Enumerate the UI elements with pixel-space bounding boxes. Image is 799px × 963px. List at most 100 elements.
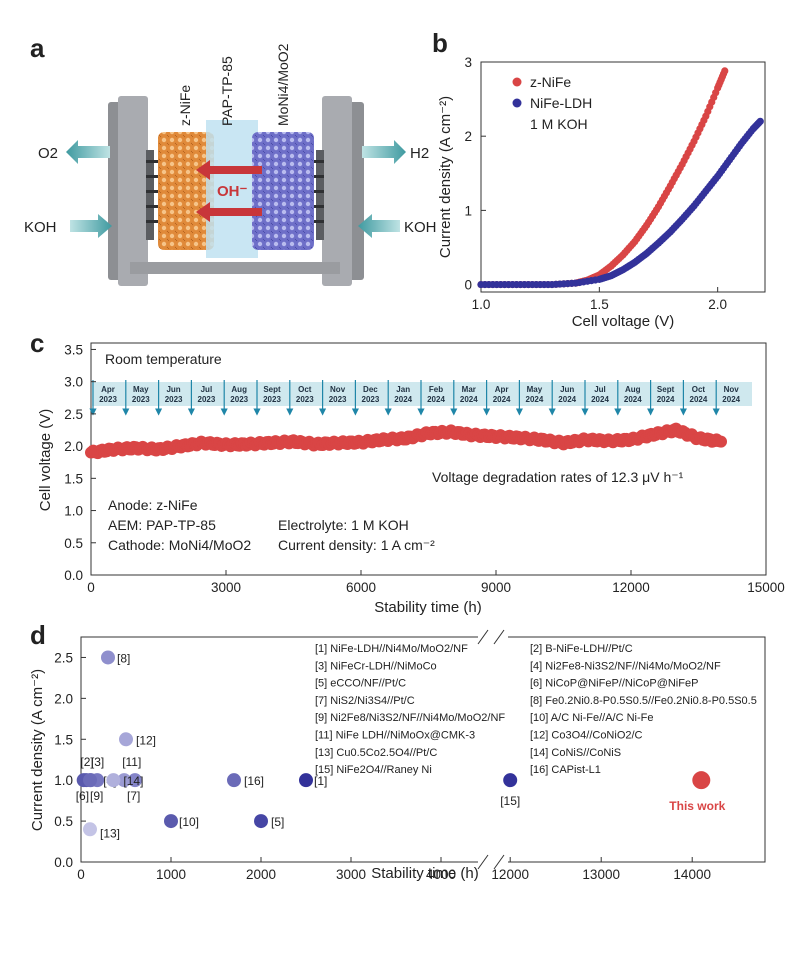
month-year: 2024 <box>493 395 511 404</box>
cathode-condition: Cathode: MoNi4/MoO2 <box>108 537 251 553</box>
koh-right-label: KOH <box>404 219 437 236</box>
reference-entry: [10] A/C Ni-Fe//A/C Ni-Fe <box>530 712 653 724</box>
month-year: 2023 <box>329 395 347 404</box>
aem-condition: AEM: PAP-TP-85 <box>108 517 216 533</box>
h2-out-arrow <box>362 140 406 164</box>
plot-d-xtick-label: 14000 <box>673 867 711 882</box>
month-name: Jul <box>201 385 213 394</box>
h2-label: H2 <box>410 145 429 162</box>
month-year: 2024 <box>624 395 642 404</box>
month-year: 2024 <box>690 395 708 404</box>
right-flow-channels <box>310 150 324 240</box>
membrane-label: PAP-TP-85 <box>219 56 235 126</box>
anode-label: z-NiFe <box>177 85 193 126</box>
month-name: Feb <box>429 385 443 394</box>
plot-d-point <box>164 814 178 829</box>
o2-out-arrow <box>66 140 110 164</box>
month-name: Apr <box>495 385 509 394</box>
o2-label: O2 <box>38 145 58 162</box>
plot-d-point-label: [14] <box>123 774 143 788</box>
plot-d-point-label: [12] <box>136 733 156 747</box>
plot-b-legend: z-NiFe NiFe-LDH 1 M KOH <box>512 74 592 132</box>
month-name: Oct <box>692 385 706 394</box>
month-name: Nov <box>330 385 346 394</box>
month-year: 2024 <box>526 395 544 404</box>
plot-b-ytick-label: 0 <box>464 278 472 293</box>
plot-d-ytick-label: 2.5 <box>54 650 73 665</box>
plot-d-ytick-label: 1.0 <box>54 773 73 788</box>
month-year: 2023 <box>198 395 216 404</box>
month-timeline: Apr2023May2023Jun2023Jul2023Aug2023Sept2… <box>89 380 752 416</box>
reference-entry: [12] Co3O4//CoNiO2/C <box>530 730 643 742</box>
plot-d-ytick-label: 2.0 <box>54 691 73 706</box>
plot-d-ytick-label: 0.5 <box>54 814 73 829</box>
reference-entry: [9] Ni2Fe8/Ni3S2/NF//Ni4Mo/MoO2/NF <box>315 712 505 724</box>
month-name: Aug <box>231 385 247 394</box>
legend-marker-nifeldh <box>512 98 522 108</box>
base-rail <box>130 262 340 274</box>
plot-c-xlabel: Stability time (h) <box>374 599 482 616</box>
plot-c-xtick-label: 0 <box>87 580 95 595</box>
plot-d-point-label: [11] <box>122 755 141 769</box>
anode-catalyst <box>158 132 214 250</box>
electrolyte-condition: Electrolyte: 1 M KOH <box>278 517 409 533</box>
reference-entry: [13] Cu0.5Co2.5O4//Pt/C <box>315 747 437 759</box>
month-year: 2023 <box>296 395 314 404</box>
reference-entry: [14] CoNiS//CoNiS <box>530 747 621 759</box>
plot-d-point <box>119 732 133 747</box>
month-year: 2023 <box>99 395 117 404</box>
month-name: Jun <box>560 385 574 394</box>
month-name: Dec <box>363 385 378 394</box>
reference-entry: [7] NiS2/Ni3S4//Pt/C <box>315 695 415 707</box>
left-end-plate-front <box>118 96 148 286</box>
room-temperature-note: Room temperature <box>105 351 222 367</box>
plot-d-point-label: [9] <box>90 789 103 803</box>
plot-d-point-label: [13] <box>100 826 120 840</box>
plot-c-ytick-label: 3.5 <box>64 342 83 357</box>
month-name: Jul <box>594 385 606 394</box>
plot-c-point <box>715 435 727 448</box>
plot-d-point-label: [10] <box>179 815 199 829</box>
plot-d-point <box>299 773 313 788</box>
month-name: May <box>133 385 149 394</box>
legend-marker-znife <box>512 77 522 87</box>
plot-d-xtick-label: 3000 <box>336 867 366 882</box>
plot-d-point-label: [5] <box>271 815 284 829</box>
plot-c-ytick-label: 3.0 <box>64 375 83 390</box>
plot-d-point <box>503 773 518 788</box>
plot-d-xtick-label: 0 <box>77 867 85 882</box>
month-year: 2023 <box>362 395 380 404</box>
oh-arrow-top <box>196 160 262 180</box>
plot-d-point <box>83 822 97 837</box>
month-year: 2024 <box>394 395 412 404</box>
cathode-catalyst <box>252 132 314 250</box>
panel-letter-d: d <box>30 620 46 650</box>
plot-c-frame <box>90 342 767 576</box>
plot-d-point <box>106 773 121 788</box>
month-year: 2024 <box>722 395 740 404</box>
plot-d-point-label: [2] <box>80 755 93 769</box>
plot-b-frame <box>480 61 766 293</box>
plot-d-ylabel: Current density (A cm⁻²) <box>29 669 46 831</box>
panel-a: a <box>24 33 437 286</box>
plot-b-points <box>477 67 764 289</box>
anode-condition: Anode: z-NiFe <box>108 497 198 513</box>
reference-entry: [15] NiFe2O4//Raney Ni <box>315 764 432 776</box>
panel-letter-a: a <box>30 33 45 63</box>
month-year: 2024 <box>657 395 675 404</box>
month-year: 2023 <box>132 395 150 404</box>
plot-d-xtick-label: 13000 <box>582 867 620 882</box>
plot-d-point <box>692 771 711 790</box>
koh-in-left-arrow <box>70 214 112 238</box>
plot-c-xtick-label: 12000 <box>612 580 650 595</box>
reference-entry: [1] NiFe-LDH//Ni4Mo/MoO2/NF <box>315 643 468 655</box>
degradation-note: Voltage degradation rates of 12.3 μV h⁻¹ <box>432 469 684 485</box>
month-name: Mar <box>462 385 476 394</box>
month-name: Aug <box>625 385 641 394</box>
plot-b-ytick-label: 1 <box>464 203 472 218</box>
month-name: May <box>527 385 543 394</box>
legend-label-znife: z-NiFe <box>530 74 571 90</box>
plot-b-point-znife <box>721 67 729 75</box>
plot-c-ylabel: Cell voltage (V) <box>37 409 54 512</box>
